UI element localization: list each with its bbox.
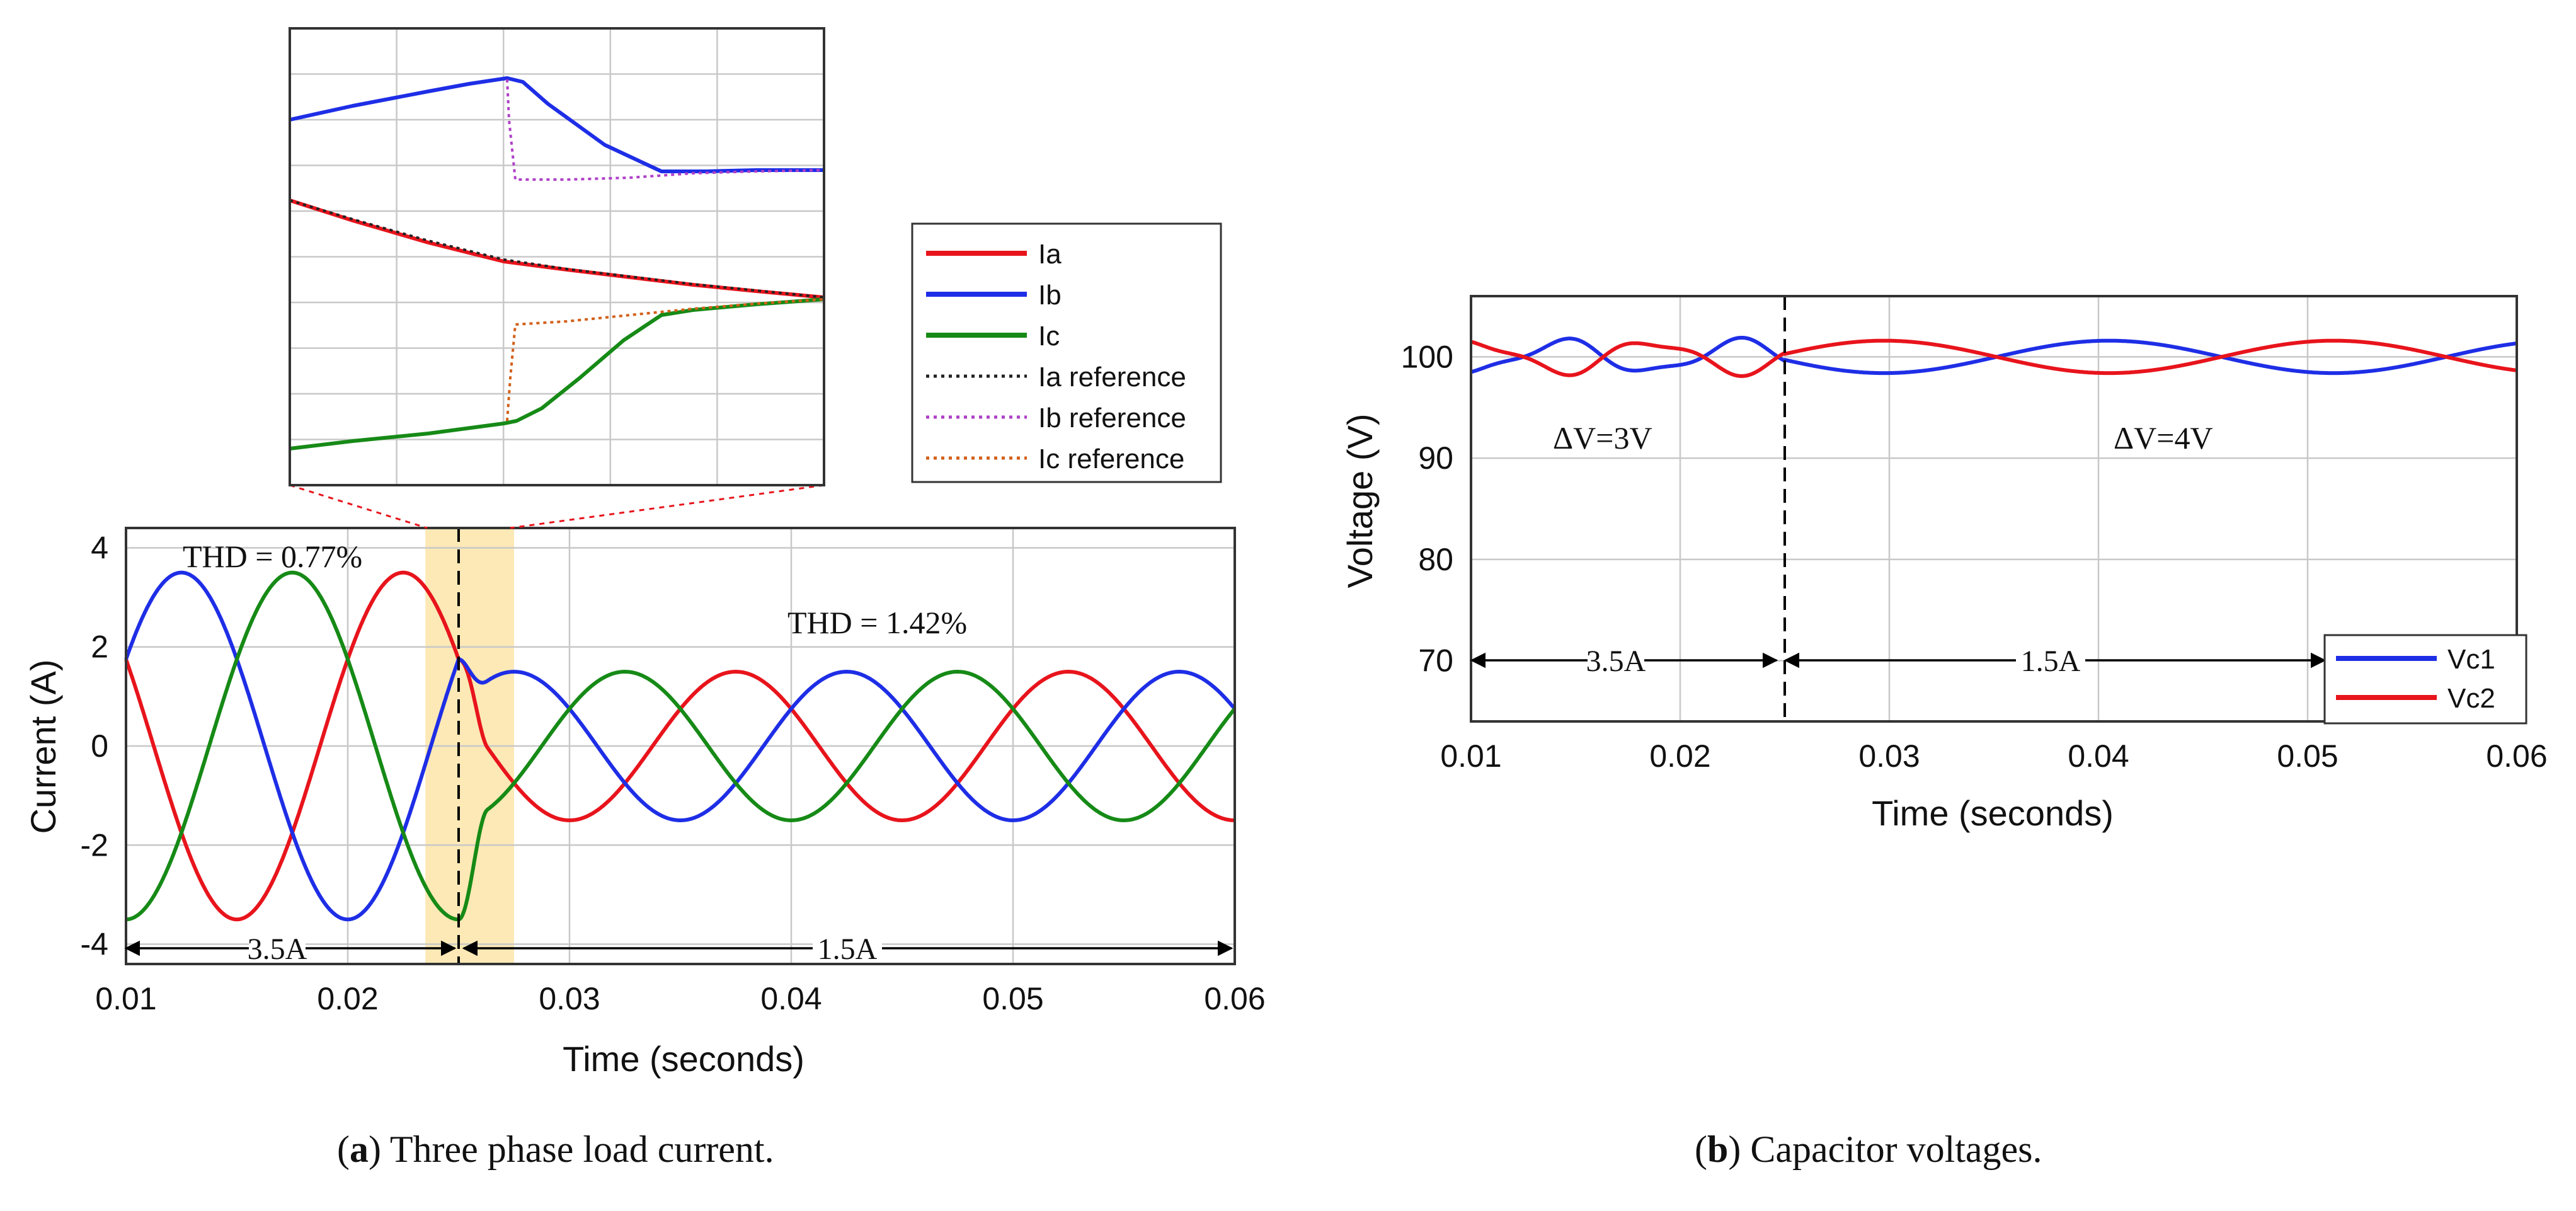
x-tick-label: 0.03 [539,981,600,1016]
caption-a: (a) Three phase load current. [337,1128,774,1170]
x-tick-label: 0.06 [2486,738,2547,774]
legend-label: Vc2 [2447,683,2495,714]
thd-after-label: THD = 1.42% [787,605,967,640]
legend-label: Ia [1038,239,1062,270]
range-before-label: 3.5A [1586,645,1646,678]
y-tick-label: 90 [1418,440,1453,476]
y-tick-label: 70 [1418,643,1453,679]
legend-label: Ic reference [1038,444,1184,474]
legend-label: Ib [1038,280,1062,311]
chart-b: 0.01 0.02 0.03 0.04 0.05 0.06 100 90 80 70 Time (… [1340,295,2548,833]
chart-a: 0.01 0.02 0.03 0.04 0.05 0.06 4 2 0 -2 -4 Time (se… [23,27,1266,1079]
caption-b: (b) Capacitor voltages. [1695,1128,2042,1170]
range-before-label: 3.5A [248,933,307,966]
series-line-ic [125,570,1237,922]
thd-before-label: THD = 0.77% [183,539,362,574]
x-tick-label: 0.04 [2068,738,2129,774]
x-tick-label: 0.05 [2277,738,2338,774]
x-tick-label: 0.06 [1204,981,1265,1016]
series-line-ib [124,570,1237,922]
x-tick-label: 0.05 [982,981,1043,1016]
legend-a: Ia Ib Ic Ia reference Ib reference Ic referen… [911,222,1222,483]
y-tick-label: -4 [81,927,108,962]
inset-line-ib [289,76,824,173]
legend-label: Ic [1038,321,1060,352]
y-tick-label: 4 [91,530,108,565]
inset-series [289,76,825,451]
inset-frame [289,27,825,486]
inset-line-ib-reference [506,79,825,181]
x-tick-label: 0.02 [317,981,378,1016]
range-after-label: 1.5A [818,933,878,966]
y-tick-label: -2 [81,827,108,863]
y-axis-label: Voltage (V) [1340,413,1380,588]
range-after-label: 1.5A [2021,645,2081,678]
y-tick-label: 0 [91,728,108,764]
legend-a-box [911,222,1222,483]
y-axis-label: Current (A) [23,660,63,834]
x-tick-label: 0.04 [760,981,821,1016]
dv-before-label: ΔV=3V [1553,420,1652,456]
inset-line-ia-reference [289,199,825,299]
ticks-b: 0.01 0.02 0.03 0.04 0.05 0.06 100 90 80 70 [1401,339,2548,774]
series-line-vc2 [1470,338,2518,378]
legend-label: Ib reference [1038,403,1186,433]
zoom-inset [289,27,825,486]
legend-label: Ia reference [1038,362,1186,393]
series-a [124,570,1237,922]
x-tick-label: 0.02 [1649,738,1710,774]
plot-frame-a [125,527,1236,965]
grid-a [125,528,1236,964]
x-axis-label: Time (seconds) [563,1039,804,1079]
x-tick-label: 0.01 [1440,738,1501,774]
legend-label: Vc1 [2447,644,2495,675]
plot-frame-b [1470,295,2518,723]
y-tick-label: 100 [1401,339,1453,374]
dv-after-label: ΔV=4V [2114,420,2213,456]
legend-b-box [2323,634,2527,725]
zoom-connector-left [289,484,428,529]
x-axis-label: Time (seconds) [1872,793,2114,833]
y-tick-label: 2 [91,629,108,665]
x-tick-label: 0.03 [1858,738,1920,774]
x-tick-label: 0.01 [95,981,156,1016]
y-tick-label: 80 [1418,542,1453,577]
inset-line-ic-reference [506,298,825,422]
zoom-connector-right [510,484,825,529]
series-b [1470,336,2518,378]
ticks-a: 0.01 0.02 0.03 0.04 0.05 0.06 4 2 0 -2 -4 [81,530,1266,1016]
